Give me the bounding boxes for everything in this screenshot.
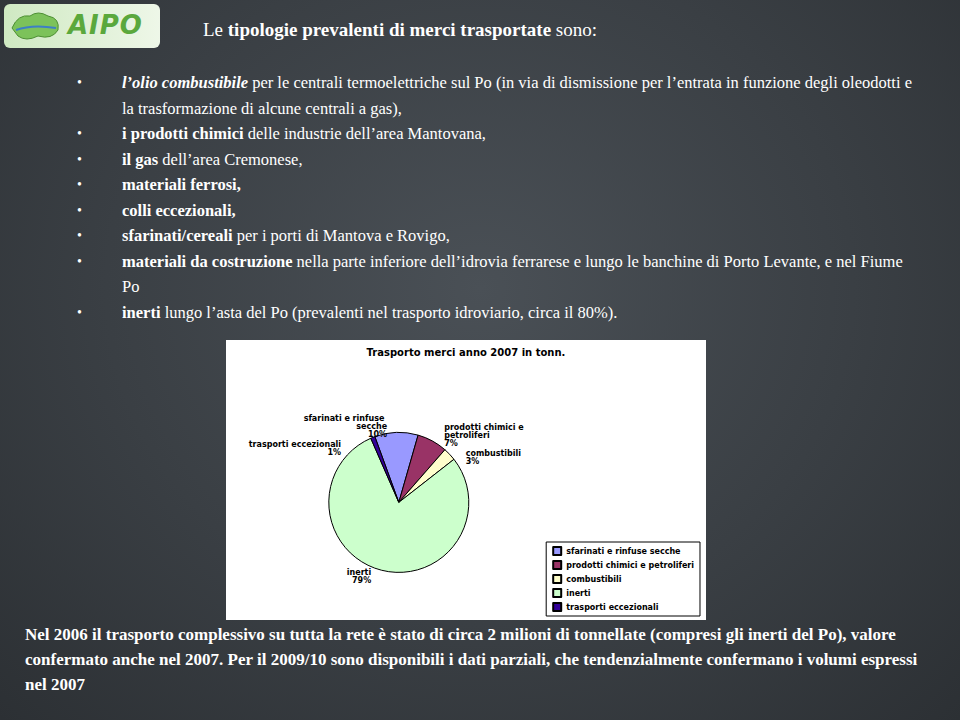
svg-text:1%: 1% bbox=[327, 448, 341, 457]
html-text:colli eccezionali,: colli eccezionali, bbox=[122, 200, 236, 220]
html-text:sfarinati/cereali per i porti: sfarinati/cereali per i porti di Mantova… bbox=[122, 226, 450, 245]
html-text:materiali da costruzione nella: materiali da costruzione nella parte inf… bbox=[122, 251, 903, 296]
html-text:Nel 2006 il trasporto compless: Nel 2006 il trasporto complessivo su tut… bbox=[25, 625, 918, 694]
svg-text:trasporti eccezionali: trasporti eccezionali bbox=[566, 603, 659, 612]
html-text:i prodotti chimici delle indus: i prodotti chimici delle industrie dell’… bbox=[122, 124, 486, 143]
svg-text:trasporti eccezionali: trasporti eccezionali bbox=[248, 439, 341, 449]
svg-text:secche: secche bbox=[356, 421, 388, 431]
svg-text:prodotti chimici e: prodotti chimici e bbox=[444, 423, 527, 433]
svg-text:7%: 7% bbox=[444, 439, 458, 448]
html-text:Le tipologie prevalenti di mer: Le tipologie prevalenti di merci traspor… bbox=[203, 19, 597, 40]
svg-text:combustibili: combustibili bbox=[566, 575, 622, 584]
html-text:inerti lungo l’asta del Po (pr: inerti lungo l’asta del Po (prevalenti n… bbox=[122, 302, 618, 322]
svg-text:sfarinati e rinfuse secche: sfarinati e rinfuse secche bbox=[566, 547, 681, 556]
svg-text:3%: 3% bbox=[466, 457, 480, 466]
html-text:l’olio combustibile per le cen: l’olio combustibile per le centrali term… bbox=[122, 73, 912, 118]
svg-text:petroliferi: petroliferi bbox=[444, 431, 490, 441]
svg-text:inerti: inerti bbox=[566, 589, 591, 598]
svg-text:sfarinati e rinfuse: sfarinati e rinfuse bbox=[303, 413, 388, 423]
html-text:AIPO: AIPO bbox=[68, 10, 143, 40]
html-text:materiali ferrosi,: materiali ferrosi, bbox=[122, 175, 241, 194]
svg-text:Trasporto merci anno 2007 in t: Trasporto merci anno 2007 in tonn. bbox=[367, 347, 566, 358]
html-text:il gas dell’area Cremonese,: il gas dell’area Cremonese, bbox=[122, 149, 303, 169]
svg-text:10%: 10% bbox=[368, 430, 387, 439]
svg-text:inerti: inerti bbox=[346, 567, 372, 577]
svg-text:combustibili: combustibili bbox=[465, 449, 521, 459]
svg-text:79%: 79% bbox=[352, 576, 371, 585]
svg-text:prodotti chimici e petroliferi: prodotti chimici e petroliferi bbox=[566, 561, 694, 570]
